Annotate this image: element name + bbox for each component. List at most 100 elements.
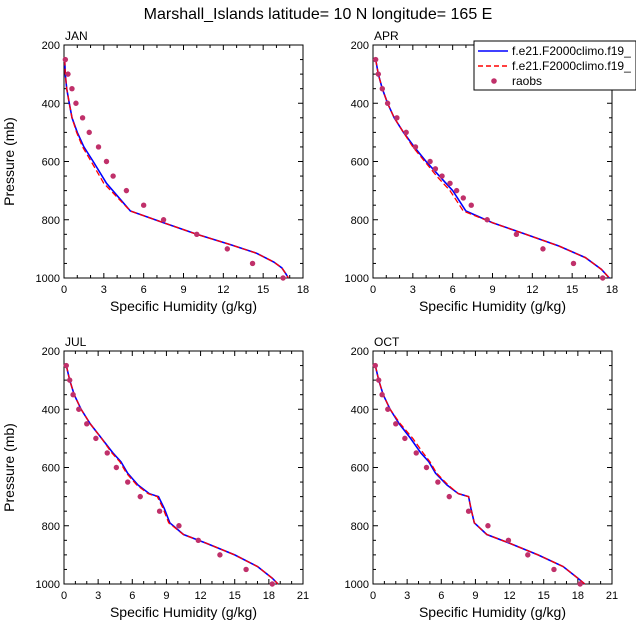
x-tick-label: 9 <box>180 284 186 296</box>
x-tick-label: 3 <box>404 590 410 602</box>
x-tick-label: 21 <box>606 590 618 602</box>
raobs-point <box>435 479 441 485</box>
x-axis-title: Specific Humidity (g/kg) <box>419 604 566 620</box>
raobs-point <box>379 391 385 398</box>
raobs-point <box>540 246 546 252</box>
x-tick-label: 6 <box>438 590 444 602</box>
legend-box <box>473 40 636 91</box>
y-axis-title: Pressure (mb) <box>1 423 17 512</box>
raobs-point <box>110 173 116 179</box>
x-tick-label: 15 <box>257 284 269 296</box>
raobs-point <box>243 566 249 573</box>
x-tick-label: 12 <box>217 284 229 296</box>
y-tick-label: 400 <box>42 98 60 110</box>
raobs-point <box>65 71 71 77</box>
raobs-point <box>385 406 391 412</box>
raobs-point <box>79 115 86 121</box>
x-tick-label: 18 <box>297 284 309 296</box>
x-tick-label: 18 <box>263 590 275 602</box>
raobs-point <box>505 537 512 544</box>
raobs-point <box>194 231 200 238</box>
raobs-point <box>84 421 90 427</box>
raobs-point <box>453 187 460 194</box>
raobs-point <box>600 275 606 281</box>
raobs-point <box>375 377 382 383</box>
x-tick-label: 15 <box>566 284 578 296</box>
x-tick-label: 15 <box>229 590 241 602</box>
series-line-solid <box>63 59 290 279</box>
x-tick-label: 12 <box>194 590 206 602</box>
panels: JAN 0 3 6 9 12 15 18 200 400 600 800 1000 Specific Hu… <box>1 29 636 620</box>
legend-label: f.e21.F2000climo.f19_ <box>512 59 631 73</box>
x-tick-label: 6 <box>141 284 147 296</box>
series-line-dashed <box>374 365 586 585</box>
x-tick-label: 3 <box>101 284 107 296</box>
y-tick-label: 1000 <box>345 273 369 285</box>
x-tick-label: 12 <box>503 590 515 602</box>
raobs-point <box>95 144 102 150</box>
legend-label: raobs <box>512 74 542 88</box>
y-tick-label: 800 <box>42 521 60 533</box>
raobs-point <box>393 421 399 427</box>
raobs-point <box>156 508 163 514</box>
raobs-point <box>123 187 130 194</box>
plot-frame <box>63 350 304 585</box>
raobs-point <box>62 56 69 63</box>
y-tick-label: 200 <box>42 40 60 52</box>
raobs-point <box>372 362 378 369</box>
raobs-point <box>403 129 409 136</box>
x-axis-title: Specific Humidity (g/kg) <box>419 298 566 314</box>
y-tick-label: 600 <box>42 157 60 169</box>
x-tick-label: 15 <box>538 590 550 602</box>
raobs-point <box>249 260 256 267</box>
raobs-point <box>269 581 275 587</box>
raobs-point <box>394 115 400 121</box>
panel-label: OCT <box>374 335 400 349</box>
raobs-point <box>484 217 490 223</box>
raobs-point <box>137 493 143 500</box>
x-tick-label: 0 <box>61 284 67 296</box>
panel-jul: JUL 0 3 6 9 12 15 18 21 200 400 600 800 1000 Specific … <box>1 335 309 620</box>
y-tick-label: 1000 <box>36 579 60 591</box>
x-tick-label: 12 <box>526 284 538 296</box>
panel-label: JUL <box>65 335 87 349</box>
x-tick-label: 9 <box>489 284 495 296</box>
x-axis-title: Specific Humidity (g/kg) <box>110 604 257 620</box>
raobs-point <box>379 85 385 92</box>
raobs-point <box>63 362 69 369</box>
y-tick-label: 400 <box>351 404 369 416</box>
raobs-point <box>427 158 433 165</box>
raobs-point <box>93 435 99 442</box>
x-tick-label: 18 <box>572 590 584 602</box>
raobs-point <box>224 246 231 252</box>
panel-jan: JAN 0 3 6 9 12 15 18 200 400 600 800 1000 Specific Hu… <box>1 29 309 314</box>
raobs-point <box>447 180 453 187</box>
raobs-point <box>577 581 583 587</box>
plot-frame <box>63 44 304 279</box>
x-tick-label: 21 <box>297 590 309 602</box>
raobs-point <box>73 100 79 106</box>
raobs-point <box>217 552 223 558</box>
series-line-dashed <box>64 59 289 279</box>
raobs-point <box>70 391 76 398</box>
raobs-point <box>384 100 391 106</box>
panel-oct: OCT 0 3 6 9 12 15 18 21 200 400 600 800 1000 Specific … <box>345 335 619 620</box>
raobs-point <box>402 435 408 442</box>
raobs-point <box>140 202 147 208</box>
raobs-point <box>525 552 531 558</box>
raobs-point <box>513 231 520 238</box>
raobs-point <box>103 158 110 165</box>
y-tick-label: 200 <box>351 40 369 52</box>
y-tick-label: 400 <box>42 404 60 416</box>
raobs-point <box>446 493 452 500</box>
raobs-point <box>551 566 557 573</box>
y-tick-label: 800 <box>351 215 369 227</box>
panel-label: JAN <box>65 29 88 43</box>
legend-marker <box>491 78 497 84</box>
x-tick-label: 0 <box>370 590 376 602</box>
raobs-point <box>412 144 419 150</box>
raobs-point <box>176 523 182 529</box>
series-raobs <box>372 362 583 587</box>
y-tick-label: 800 <box>42 215 60 227</box>
